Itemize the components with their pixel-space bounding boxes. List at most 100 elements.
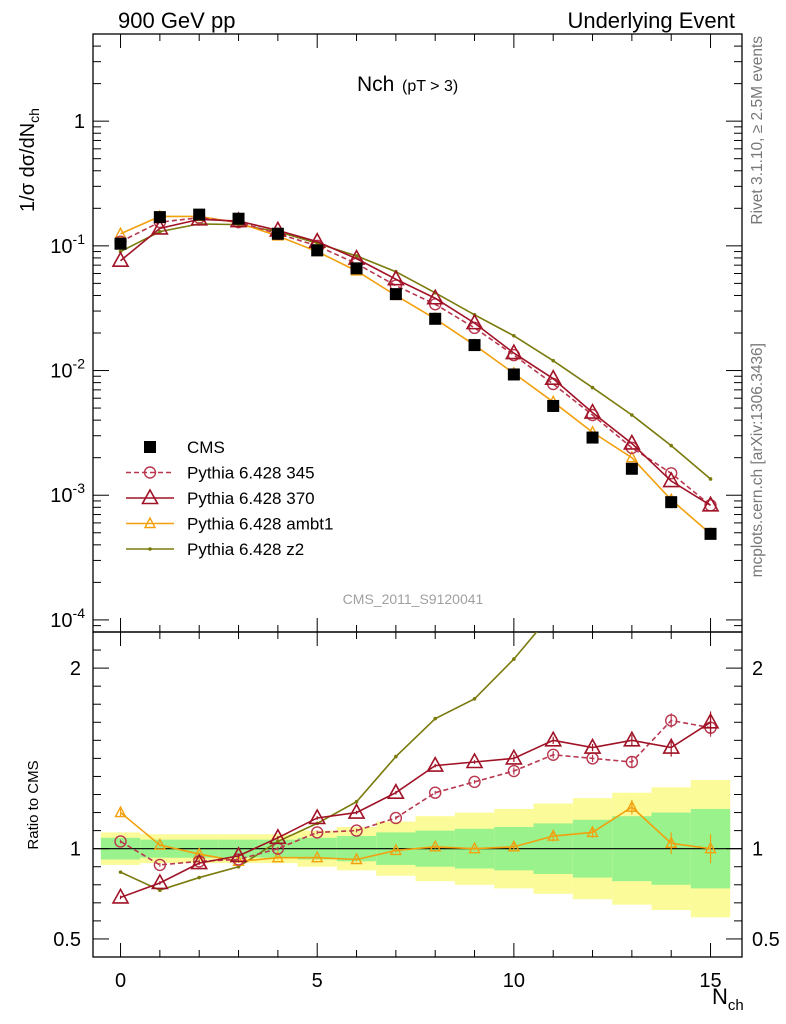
data-point-p370 bbox=[701, 495, 720, 512]
ratio-point-p370 bbox=[623, 730, 641, 747]
data-point-z2 bbox=[551, 358, 555, 363]
legend-item-p345: Pythia 6.428 345 bbox=[126, 464, 315, 483]
ratio-point-p370 bbox=[190, 853, 209, 870]
legend-label-ambt1: Pythia 6.428 ambt1 bbox=[187, 515, 333, 534]
data-point-z2 bbox=[630, 413, 634, 417]
ratio-point-p345 bbox=[665, 714, 678, 727]
main-y-axis-label-text: 1/σ dσ/dN bbox=[17, 123, 39, 212]
ratio-point-z2 bbox=[433, 716, 438, 721]
ratio-y-tick-label-right: 0.5 bbox=[752, 929, 780, 951]
legend-marker-z2 bbox=[148, 547, 152, 551]
y-tick-label-base: 10 bbox=[50, 610, 72, 632]
y-tick-label-base: 10 bbox=[50, 236, 72, 258]
ratio-y-tick-label: 0.5 bbox=[53, 929, 81, 951]
ratio-point-ambt1 bbox=[193, 847, 206, 859]
main-y-axis-label-sub: ch bbox=[26, 108, 42, 123]
ratio-point-ambt1 bbox=[114, 805, 127, 818]
ratio-point-p370 bbox=[387, 783, 405, 799]
data-point-p370 bbox=[387, 269, 405, 286]
rivet-version-label: Rivet 3.1.10, ≥ 2.5M events bbox=[749, 36, 766, 225]
y-tick-label-base: 10 bbox=[50, 361, 72, 383]
ratio-point-p345 bbox=[114, 835, 127, 848]
data-point-z2 bbox=[354, 254, 359, 258]
ratio-point-z2 bbox=[276, 839, 280, 844]
ratio-point-z2 bbox=[512, 657, 516, 661]
data-point-z2 bbox=[158, 229, 162, 234]
ratio-y-tick-label: 1 bbox=[70, 839, 81, 861]
ratio-line-p370 bbox=[120, 721, 711, 899]
data-point-p370 bbox=[544, 369, 563, 386]
ratio-point-p370 bbox=[308, 808, 327, 825]
ratio-point-ambt1 bbox=[429, 839, 442, 852]
ratio-point-z2 bbox=[472, 697, 477, 701]
y-tick-label: 10-1 bbox=[50, 231, 85, 258]
legend-label-p370: Pythia 6.428 370 bbox=[187, 489, 315, 508]
ratio-series-ambt1 bbox=[114, 799, 717, 867]
ratio-point-z2 bbox=[630, 540, 634, 544]
data-point-p370 bbox=[151, 218, 169, 235]
data-point-p370 bbox=[111, 251, 130, 268]
data-point-ambt1 bbox=[625, 450, 639, 463]
analysis-watermark: CMS_2011_S9120041 bbox=[343, 591, 484, 607]
y-tick-label-exponent: -3 bbox=[73, 480, 86, 496]
data-point-cms bbox=[704, 527, 717, 540]
data-point-cms bbox=[547, 399, 560, 412]
data-point-p370 bbox=[662, 471, 681, 488]
ratio-y-tick-label-right: 1 bbox=[752, 839, 763, 861]
ratio-point-p370 bbox=[583, 737, 602, 754]
ratio-line-ambt1 bbox=[120, 806, 711, 863]
x-tick-label: 5 bbox=[312, 970, 323, 992]
data-point-cms bbox=[232, 212, 245, 225]
ratio-point-p370 bbox=[544, 730, 563, 747]
ratio-point-ambt1 bbox=[271, 850, 285, 863]
series-line-p345 bbox=[120, 216, 712, 506]
ratio-point-p345 bbox=[232, 853, 245, 866]
legend-item-cms: CMS bbox=[144, 438, 225, 457]
plot-subtitle: (pT > 3) bbox=[402, 78, 458, 95]
data-point-p370 bbox=[426, 288, 445, 305]
main-y-axis-label: 1/σ dσ/dNch bbox=[17, 108, 42, 212]
series-line-z2 bbox=[120, 223, 712, 480]
y-tick-label-exponent: -1 bbox=[73, 231, 86, 247]
ratio-y-tick-label-right: 2 bbox=[752, 658, 763, 680]
data-point-cms bbox=[311, 244, 324, 257]
ratio-point-z2 bbox=[158, 888, 162, 892]
ratio-point-p370 bbox=[347, 802, 366, 819]
data-point-p370 bbox=[583, 402, 602, 419]
ratio-point-z2 bbox=[669, 515, 673, 519]
y-tick-label-exponent: -2 bbox=[73, 356, 86, 372]
ratio-point-p345 bbox=[389, 811, 403, 825]
data-point-p345 bbox=[665, 467, 678, 480]
data-point-z2 bbox=[590, 385, 595, 390]
ratio-line-z2 bbox=[120, 632, 538, 892]
ratio-point-ambt1 bbox=[311, 850, 324, 863]
ratio-point-ambt1 bbox=[468, 841, 481, 854]
ratio-y-axis-label: Ratio to CMS bbox=[25, 760, 42, 849]
legend-marker-ambt1 bbox=[143, 516, 157, 529]
ratio-point-p370 bbox=[151, 873, 169, 890]
data-point-cms bbox=[665, 496, 678, 509]
ratio-point-p370 bbox=[701, 712, 720, 729]
legend-item-p370: Pythia 6.428 370 bbox=[126, 488, 315, 508]
ratio-point-p370 bbox=[269, 828, 287, 845]
y-tick-label: 10-2 bbox=[50, 356, 85, 383]
ratio-point-z2 bbox=[197, 875, 201, 880]
x-tick-label: 0 bbox=[115, 970, 126, 992]
data-point-z2 bbox=[669, 443, 673, 448]
legend-label-p345: Pythia 6.428 345 bbox=[187, 464, 315, 483]
legend-marker-p345 bbox=[143, 466, 157, 479]
data-point-cms bbox=[271, 227, 284, 240]
data-point-cms bbox=[114, 237, 127, 250]
legend-label-z2: Pythia 6.428 z2 bbox=[187, 540, 304, 559]
ratio-point-p370 bbox=[426, 755, 445, 772]
y-tick-label: 1 bbox=[74, 111, 85, 133]
legend-marker-cms bbox=[144, 441, 156, 453]
data-point-p370 bbox=[465, 313, 484, 330]
legend-item-ambt1: Pythia 6.428 ambt1 bbox=[126, 515, 333, 534]
legend-label-cms: CMS bbox=[187, 438, 225, 457]
y-tick-label-exponent: -4 bbox=[73, 605, 86, 621]
data-point-cms bbox=[193, 208, 206, 221]
x-tick-label: 10 bbox=[503, 970, 525, 992]
